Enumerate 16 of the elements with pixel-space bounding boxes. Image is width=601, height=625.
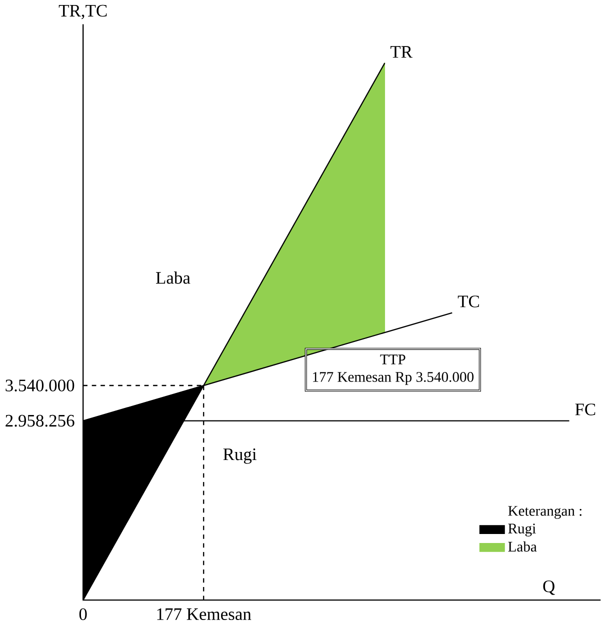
series-label: TR [390, 46, 412, 58]
x-axis-title: Q [543, 580, 555, 595]
legend-label: Rugi [508, 524, 536, 536]
y-tick-label: 2.958.256 [6, 414, 74, 427]
annotation: Rugi [223, 448, 256, 464]
x-tick-label: 0 [79, 608, 87, 620]
y-tick-label: 3.540.000 [6, 380, 74, 392]
y-axis-title: TR,TC [58, 4, 107, 20]
series-label: FC [575, 404, 596, 416]
annotation: Laba [156, 271, 190, 284]
x-tick-label: 177 Kemesan [157, 608, 252, 620]
annotation: 177 Kemesan Rp 3.540.000 [312, 372, 474, 385]
annotation: TTP [380, 354, 406, 364]
series-label: TC [458, 296, 479, 308]
legend-title: Keterangan : [508, 506, 582, 519]
legend-label: Laba [508, 541, 537, 552]
